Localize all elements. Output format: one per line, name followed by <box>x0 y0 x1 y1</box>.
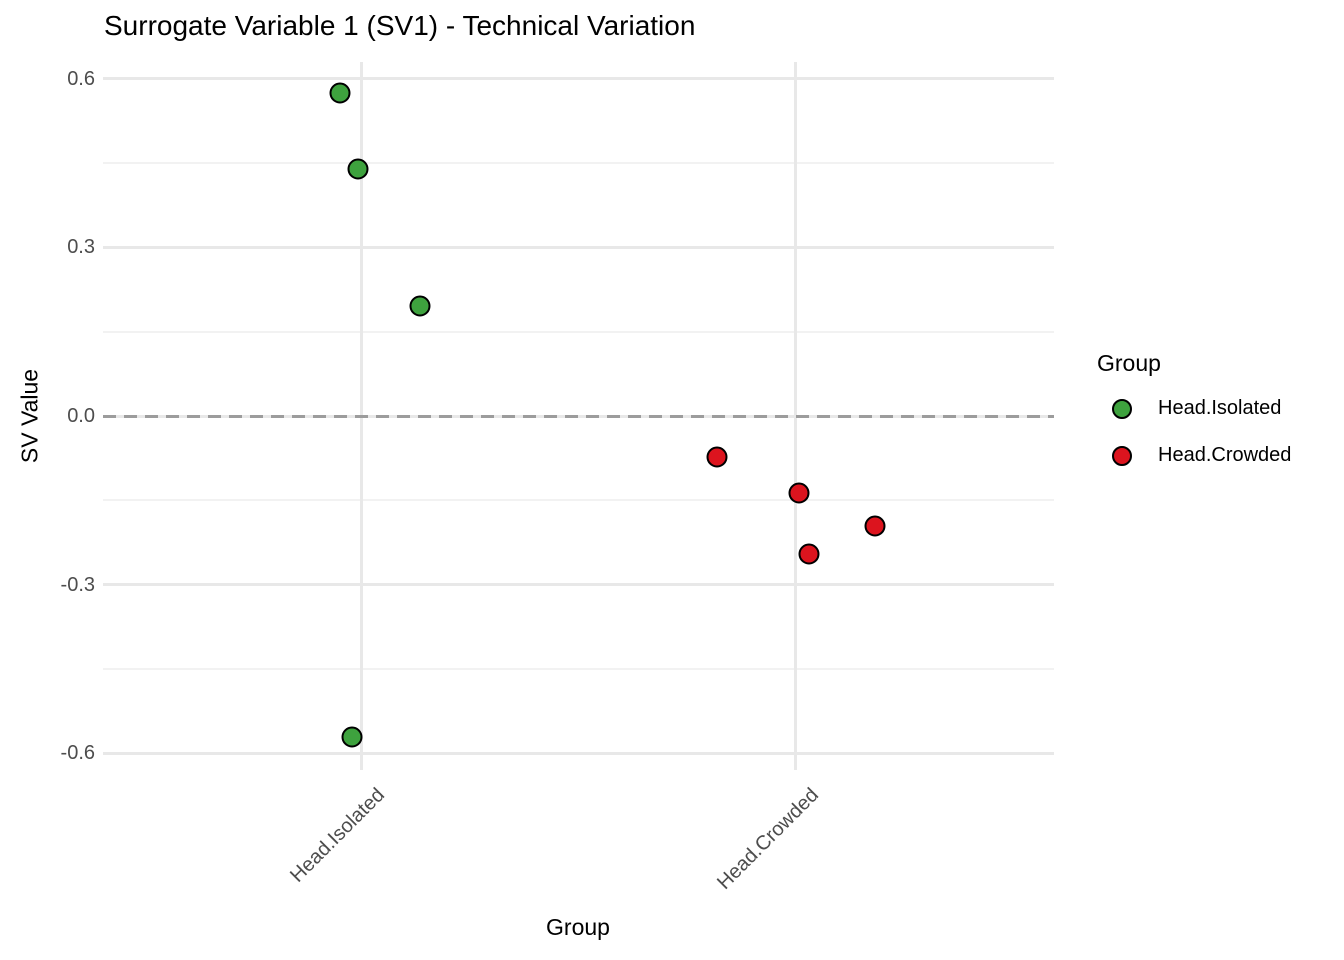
data-point-head-isolated <box>347 158 369 180</box>
x-axis-title: Group <box>546 914 610 940</box>
y-gridline <box>103 245 1054 249</box>
y-tick-label: 0.0 <box>67 405 95 427</box>
legend-item-label: Head.Isolated <box>1158 397 1282 419</box>
x-tick-label: Head.Crowded <box>712 784 823 894</box>
y-tick-label: 0.6 <box>67 67 95 90</box>
y-tick-label: 0.3 <box>67 236 95 259</box>
legend-items: Head.Isolated Head.Crowded <box>1097 397 1337 467</box>
x-tick-label: Head.Isolated <box>286 784 390 887</box>
data-point-head-isolated <box>329 82 351 104</box>
y-tick-label: -0.3 <box>60 573 95 596</box>
data-point-head-isolated <box>409 295 431 317</box>
y-minor-gridline <box>103 162 1054 165</box>
data-point-head-crowded <box>788 482 810 504</box>
plot-title: Surrogate Variable 1 (SV1) - Technical V… <box>104 10 696 41</box>
legend-item: Head.Isolated <box>1097 397 1337 420</box>
y-minor-gridline <box>103 330 1054 333</box>
legend-key-circle <box>1112 398 1132 419</box>
legend-title: Group <box>1097 350 1161 376</box>
data-point-head-crowded <box>706 446 728 468</box>
y-minor-gridline <box>103 667 1054 670</box>
data-point-head-crowded <box>864 515 886 537</box>
legend: Group Head.Isolated Head.Crowded <box>1097 350 1337 491</box>
y-tick-label: -0.6 <box>60 742 95 765</box>
zero-dashed-line <box>103 414 1054 418</box>
data-point-head-isolated <box>341 726 363 748</box>
legend-item: Head.Crowded <box>1097 444 1337 467</box>
legend-item-label: Head.Crowded <box>1158 444 1292 466</box>
y-gridline <box>103 583 1054 587</box>
y-minor-gridline <box>103 499 1054 502</box>
data-point-head-crowded <box>798 543 820 565</box>
y-gridline <box>103 751 1054 755</box>
legend-key-circle <box>1112 445 1132 466</box>
y-gridline <box>103 77 1054 81</box>
plot-panel <box>103 62 1054 770</box>
